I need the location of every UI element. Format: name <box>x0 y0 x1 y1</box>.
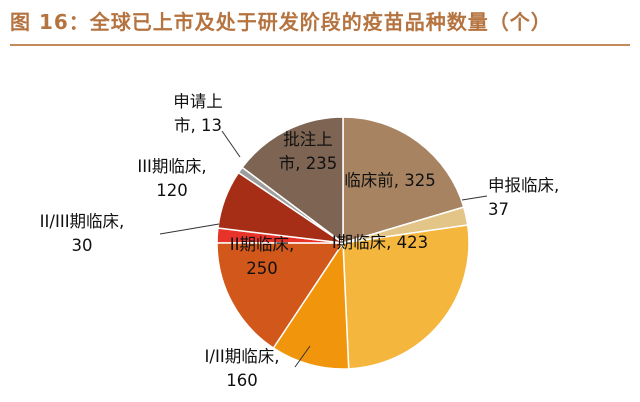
slice-label: I/II期临床, <box>205 347 280 366</box>
slice-label: III期临床, <box>137 157 206 176</box>
leader-line <box>159 223 220 235</box>
leader-line <box>461 195 488 201</box>
title-rule <box>10 44 630 46</box>
slice-label: I期临床, 423 <box>332 233 428 252</box>
slice-label: 申请上 <box>173 92 223 111</box>
slice-label: 批注上 <box>283 130 333 149</box>
chart-title: 图 16：全球已上市及处于研发阶段的疫苗品种数量（个） <box>10 10 552 34</box>
pie-slice <box>342 224 470 370</box>
slice-labels: 临床前, 325 申报临床, 37 I期临床, 423 I/II期临床, 160 II期临床… <box>40 92 560 390</box>
leader-line <box>294 345 311 368</box>
slice-label: II/III期临床, <box>40 212 125 231</box>
pie-slices <box>216 116 470 370</box>
slice-label: 市, 13 <box>174 116 222 135</box>
slice-label: 申报临床, <box>488 176 559 195</box>
pie-slice <box>342 116 465 245</box>
pie-slice <box>216 242 345 350</box>
slice-label: II期临床, <box>230 235 294 254</box>
slice-label: 37 <box>488 200 509 219</box>
pie-slice <box>241 116 344 245</box>
slice-label: 250 <box>246 259 278 278</box>
slice-label: 120 <box>156 181 188 200</box>
slice-label: 160 <box>226 371 258 390</box>
slice-label: 30 <box>72 236 93 255</box>
slice-label: 市, 235 <box>279 154 337 173</box>
leader-line <box>221 130 241 158</box>
pie-slice <box>272 240 350 370</box>
slice-label: 临床前, 325 <box>344 171 435 190</box>
leader-lines <box>159 130 488 368</box>
